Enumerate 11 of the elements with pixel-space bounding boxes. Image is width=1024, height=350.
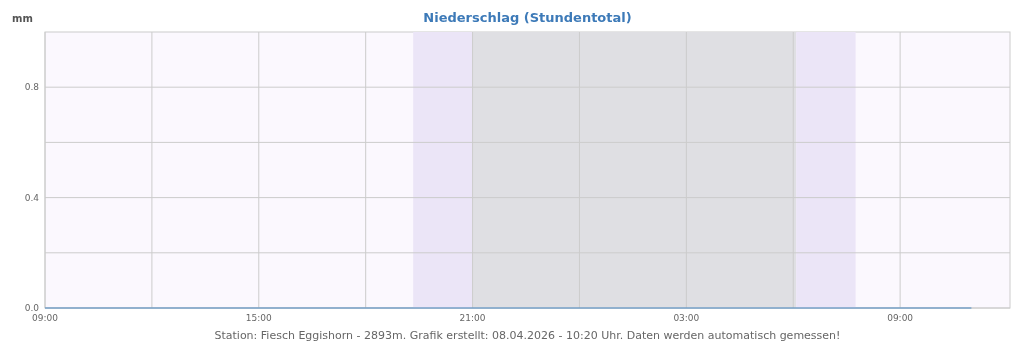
y-axis-title: mm [12, 13, 33, 24]
y-tick-label: 0.8 [24, 82, 40, 93]
y-tick-label: 0.0 [24, 303, 40, 313]
x-tick-label: 21:00 [459, 313, 486, 323]
x-tick-label: 09:00 [32, 313, 59, 323]
y-tick-label: 0.4 [24, 192, 40, 203]
chart-title: Niederschlag (Stundentotal) [423, 10, 632, 25]
x-tick-label: 03:00 [673, 313, 700, 323]
x-tick-label: 09:00 [887, 313, 914, 323]
x-tick-label: 15:00 [245, 313, 273, 323]
text: Station: Fiesch Eggishorn - 2893m. Grafik erstellt: 08.04.2026 - 10:20 Uhr. Daten werden automatisch gemessen! [214, 329, 841, 342]
